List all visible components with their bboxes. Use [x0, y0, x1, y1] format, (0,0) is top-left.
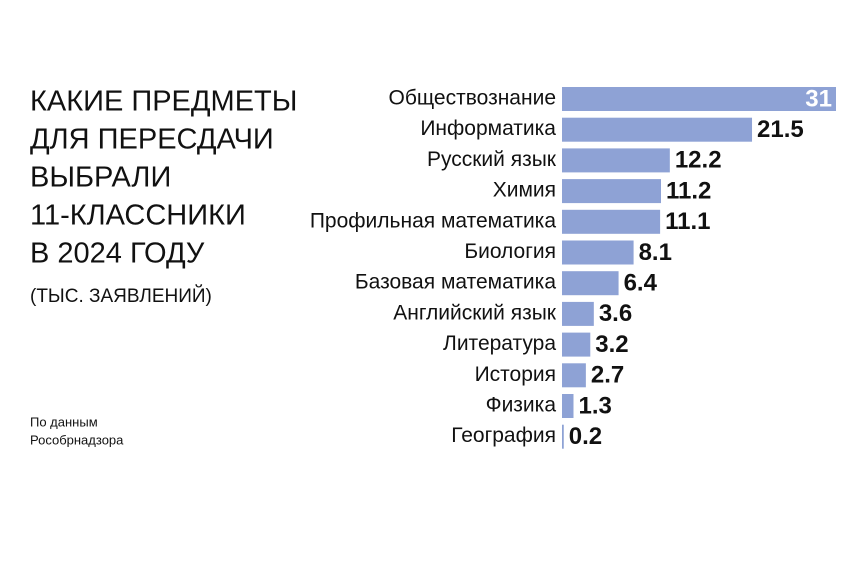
value-label: 12.2 — [675, 147, 722, 174]
value-label: 6.4 — [624, 270, 658, 297]
category-label: Литература — [443, 332, 556, 355]
category-label: Физика — [486, 394, 557, 417]
bar — [562, 363, 586, 388]
value-label: 3.2 — [595, 331, 628, 358]
value-label: 21.5 — [757, 116, 804, 143]
value-label: 31 — [805, 85, 832, 112]
subtitle: (ТЫС. ЗАЯВЛЕНИЙ) — [30, 285, 212, 307]
source-line: По данным — [30, 414, 98, 429]
title-line: КАКИЕ ПРЕДМЕТЫ — [30, 86, 297, 118]
bar — [562, 240, 634, 265]
category-label: Обществознание — [389, 87, 556, 110]
value-label: 11.1 — [665, 208, 710, 235]
value-label: 0.2 — [569, 423, 602, 450]
value-label: 2.7 — [591, 362, 624, 389]
value-label: 1.3 — [578, 392, 611, 419]
category-label: Биология — [464, 240, 556, 263]
category-label: Информатика — [420, 117, 556, 140]
bar — [562, 394, 574, 418]
category-label: Химия — [493, 179, 556, 202]
bar — [562, 209, 661, 234]
bar — [562, 301, 594, 326]
bar — [562, 117, 753, 142]
value-label: 3.6 — [599, 300, 632, 327]
bar — [562, 148, 670, 173]
category-label: Русский язык — [427, 148, 557, 171]
source-line: Рособрнадзора — [30, 432, 124, 447]
value-label: 8.1 — [639, 239, 672, 266]
bar — [562, 332, 591, 357]
title-line: В 2024 ГОДУ — [30, 238, 205, 270]
category-label: История — [475, 363, 556, 386]
bar — [562, 179, 661, 204]
title-line: ДЛЯ ПЕРЕСДАЧИ — [30, 124, 274, 156]
bar — [562, 424, 564, 449]
category-label: Английский язык — [393, 301, 557, 324]
category-label: Профильная математика — [310, 209, 557, 232]
bar — [562, 87, 836, 111]
category-label: География — [451, 424, 556, 447]
bar — [562, 271, 619, 296]
value-label: 11.2 — [666, 177, 711, 204]
category-label: Базовая математика — [355, 271, 556, 294]
title-line: ВЫБРАЛИ — [30, 162, 171, 194]
title-line: 11-КЛАССНИКИ — [30, 200, 246, 232]
